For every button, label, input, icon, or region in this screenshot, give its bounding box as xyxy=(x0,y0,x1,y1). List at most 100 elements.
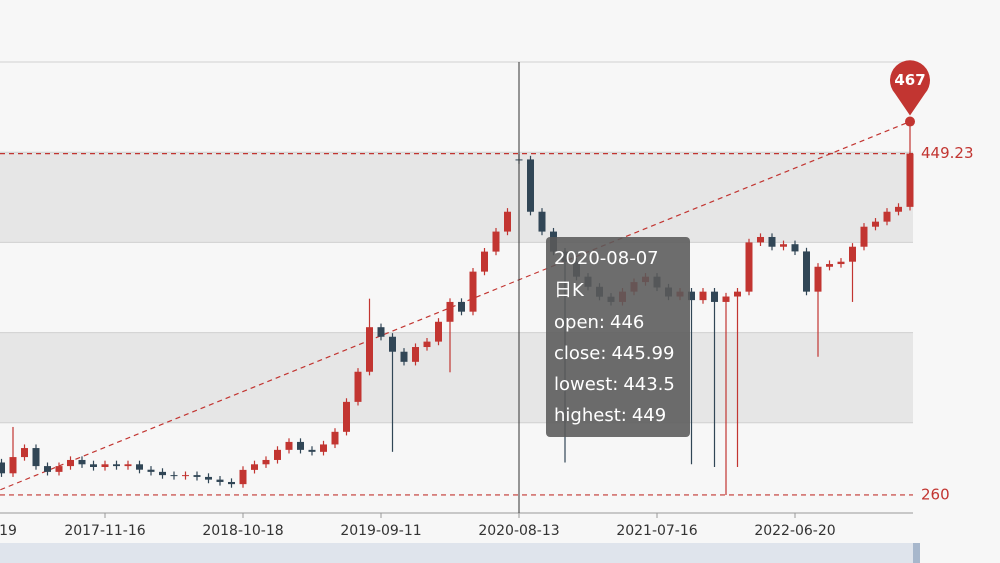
split-area xyxy=(0,332,913,423)
candle-body xyxy=(239,469,247,485)
candle-body xyxy=(377,327,385,337)
trend-line xyxy=(0,120,911,491)
candle-body xyxy=(366,327,373,372)
split-area xyxy=(0,422,913,513)
candle-body xyxy=(791,244,799,252)
candle-body xyxy=(849,246,856,262)
candle-body xyxy=(44,466,51,472)
tooltip-row: close: 445.99 xyxy=(554,343,674,364)
candle-body xyxy=(906,153,914,207)
candle-body xyxy=(228,481,235,485)
candle-body xyxy=(688,291,695,301)
candle-body xyxy=(343,401,350,432)
tooltip-key: open: xyxy=(554,312,605,333)
x-tick-label: 2021-07-16 xyxy=(616,523,697,539)
candle-body xyxy=(803,251,810,292)
candle-body xyxy=(136,464,143,470)
candle-body xyxy=(274,449,281,460)
candle-body xyxy=(837,261,845,265)
mark-line-label: 260 xyxy=(921,485,950,503)
x-tick-label: 2020-08-13 xyxy=(478,523,559,539)
candle-body xyxy=(389,336,396,352)
plot: 19 2017-11-16 2018-10-18 2019-09-11 2020-08-… xyxy=(0,61,974,539)
candle-body xyxy=(711,291,718,302)
candle-body xyxy=(147,469,155,472)
candle-body xyxy=(0,462,5,474)
x-tick-label: 2019-09-11 xyxy=(340,523,421,539)
candle-body xyxy=(285,441,293,450)
candle-body xyxy=(216,479,224,482)
candle-body xyxy=(757,236,764,243)
tooltip-row: lowest: 443.5 xyxy=(554,374,675,395)
candle-body xyxy=(400,351,408,362)
candle-body xyxy=(32,448,40,467)
tooltip-value: 449 xyxy=(632,405,666,426)
tooltip-series: 日K xyxy=(554,280,585,301)
candle-body xyxy=(331,431,339,445)
candle-body xyxy=(182,475,189,477)
candle-body xyxy=(55,466,63,472)
candle-body xyxy=(412,347,419,362)
mark-point-dot xyxy=(905,116,915,127)
candle-body xyxy=(722,296,730,302)
candle-body xyxy=(469,271,477,312)
tooltip-box xyxy=(546,237,690,437)
tooltip-key: close: xyxy=(554,343,606,364)
candle-body xyxy=(538,211,546,232)
zoom-handle[interactable] xyxy=(913,543,920,563)
candle-body xyxy=(826,264,833,267)
zoom-slider[interactable] xyxy=(0,543,918,563)
candle-body xyxy=(446,301,454,322)
x-tick-label: 2017-11-16 xyxy=(64,523,145,539)
candle-body xyxy=(113,464,120,467)
tooltip-value: 443.5 xyxy=(623,374,675,395)
candle-body xyxy=(308,449,316,452)
candle-body xyxy=(745,242,753,292)
mark-point-label: 467 xyxy=(894,71,925,89)
mark-point-pin xyxy=(889,60,930,116)
tooltip-row: open: 446 xyxy=(554,312,644,333)
candle-body xyxy=(895,206,902,212)
candle-body xyxy=(768,236,776,247)
candle-body xyxy=(67,459,74,467)
candle-body xyxy=(170,475,178,477)
candle-body xyxy=(435,321,442,342)
candle-body xyxy=(21,448,28,458)
candle-body xyxy=(481,251,488,272)
candle-body xyxy=(124,464,132,467)
candle-body xyxy=(354,371,362,402)
x-tick-label: 2022-06-20 xyxy=(754,523,835,539)
candle-body xyxy=(78,459,86,465)
candle-body xyxy=(860,226,868,247)
candle-body xyxy=(527,159,534,212)
candle-body xyxy=(297,441,304,450)
tooltip-key: highest: xyxy=(554,405,627,426)
candle-body xyxy=(90,464,97,467)
candle-body xyxy=(458,301,465,312)
x-tick-label: 2018-10-18 xyxy=(202,523,283,539)
candle-body xyxy=(883,211,891,222)
candle-body xyxy=(734,291,741,297)
tooltip-key: lowest: xyxy=(554,374,618,395)
candle-body xyxy=(320,444,327,452)
tooltip-value: 445.99 xyxy=(611,343,674,364)
candle-body xyxy=(699,291,707,301)
candle-body xyxy=(814,266,822,292)
tooltip-date: 2020-08-07 xyxy=(554,248,659,269)
mark-line-label: 449.23 xyxy=(921,144,974,162)
candle-body xyxy=(251,464,258,470)
candle-body xyxy=(262,459,270,465)
candle-body xyxy=(205,476,212,480)
split-area xyxy=(0,242,913,333)
tooltip-row: highest: 449 xyxy=(554,405,666,426)
candle-body xyxy=(159,471,166,476)
candle-body xyxy=(193,475,201,477)
candle-body xyxy=(101,464,109,467)
candle-body xyxy=(780,244,787,247)
tooltip-value: 446 xyxy=(610,312,644,333)
split-area xyxy=(0,62,913,153)
candle-body xyxy=(492,231,500,252)
